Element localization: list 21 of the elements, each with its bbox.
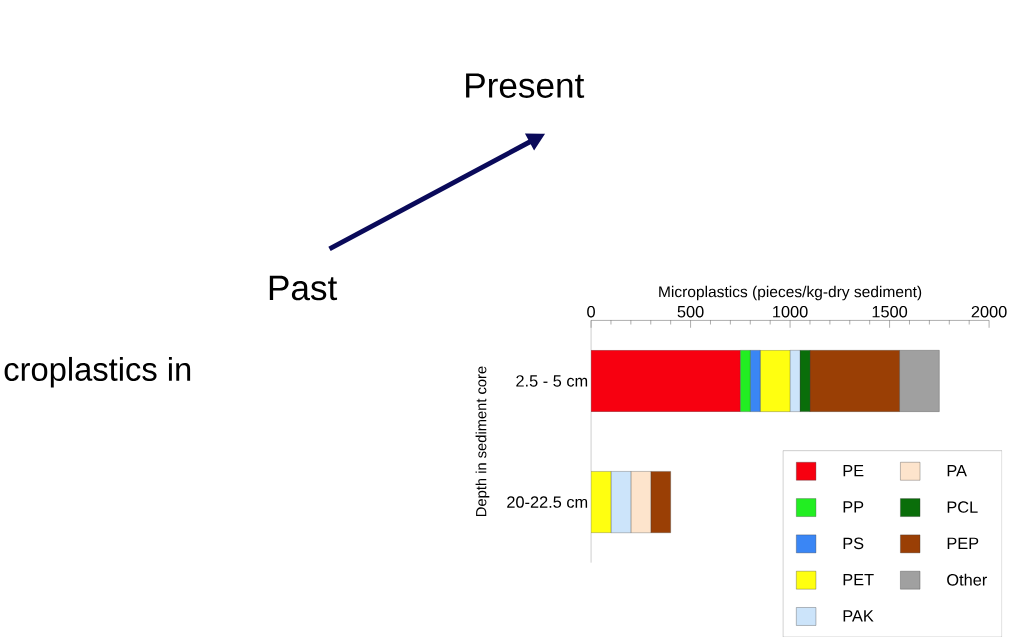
y-tick-label: 20-22.5 cm	[507, 496, 588, 508]
x-tick-label: 2000	[971, 305, 1007, 318]
legend-label: PS	[843, 537, 864, 549]
legend-label: PET	[843, 573, 874, 586]
x-tick-label: 0	[587, 305, 595, 318]
text: croplastics in	[4, 356, 191, 388]
legend-label: PE	[843, 464, 864, 477]
legend-label: PAK	[843, 610, 874, 622]
y-axis-title: Depth in sediment core	[475, 366, 490, 516]
x-tick-label: 1500	[872, 305, 908, 318]
legend-label: Other	[947, 573, 987, 586]
legend-label: PCL	[947, 501, 978, 513]
text: Present	[466, 73, 585, 98]
x-tick-label: 500	[677, 305, 704, 318]
legend-label: PA	[947, 464, 967, 477]
x-axis-title: Microplastics (pieces/kg-dry sediment)	[659, 285, 922, 301]
x-tick-label: 1000	[773, 305, 808, 318]
legend-label: PP	[843, 501, 864, 513]
y-tick-label: 2.5 - 5 cm	[516, 375, 588, 387]
legend-label: PEP	[947, 537, 979, 549]
text: Past	[269, 275, 338, 301]
